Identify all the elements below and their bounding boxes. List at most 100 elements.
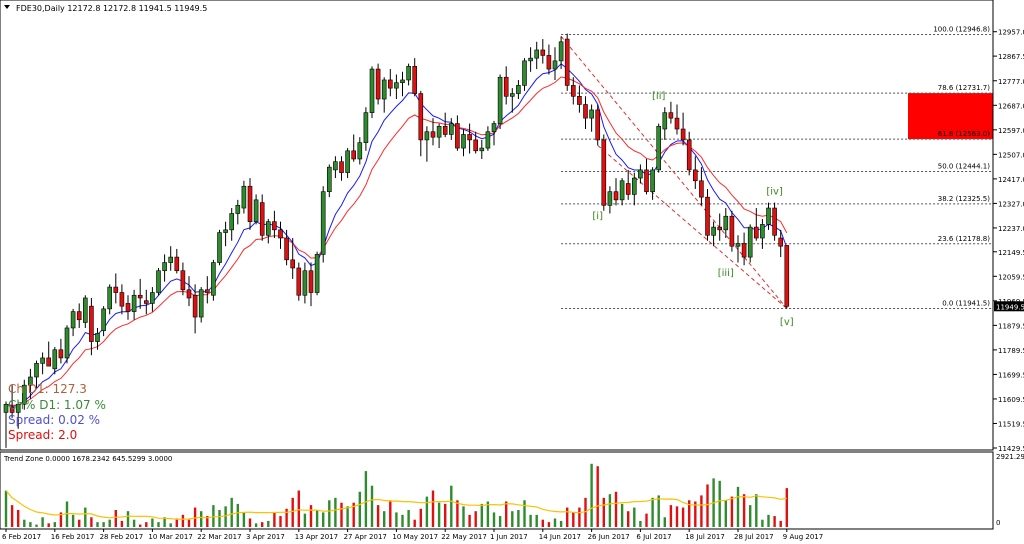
volume-bar <box>65 501 69 527</box>
volume-average-line <box>5 490 787 520</box>
wave-label: [i] <box>592 211 603 222</box>
time-axis-tick-label: 27 Apr 2017 <box>344 533 387 541</box>
last-price-marker <box>994 301 1024 312</box>
candle-body <box>509 93 515 97</box>
volume-pane[interactable]: 2921.29 0 Trend Zone 0.0000 1678.2342 645… <box>0 451 1024 530</box>
candle-body <box>76 311 82 321</box>
candle-body <box>351 150 357 160</box>
volume-bar <box>163 517 166 527</box>
time-axis-tick-label: 18 Jul 2017 <box>685 533 725 541</box>
volume-bar <box>334 497 337 527</box>
volume-bar <box>212 505 215 527</box>
candle-body <box>461 134 466 149</box>
volume-bar <box>383 511 386 527</box>
candle-body <box>589 109 594 119</box>
symbol-header: FDE30,Daily 12172.8 12172.8 11941.5 1194… <box>16 4 207 13</box>
candle-body <box>302 270 308 296</box>
time-axis-tick-label: 28 Jul 2017 <box>734 533 774 541</box>
volume-bar <box>474 511 477 527</box>
volume-bar <box>309 505 313 527</box>
trend-guide-upper <box>560 36 788 309</box>
candle-body <box>607 191 613 206</box>
candle-body <box>333 161 338 171</box>
time-axis-tick-label: 3 Apr 2017 <box>246 533 285 541</box>
wave-label: [v] <box>780 317 794 328</box>
candle-body <box>540 49 546 56</box>
candle-body <box>741 243 747 258</box>
volume-axis-label: 0 <box>996 519 1000 527</box>
candle-body <box>70 311 76 329</box>
candle-body <box>583 104 588 119</box>
price-axis-tick-label: 12867.5 <box>998 53 1024 61</box>
volume-bar <box>102 522 105 527</box>
candle-body <box>15 403 21 413</box>
candle-body <box>296 267 302 296</box>
candle-body <box>125 303 131 312</box>
candle-body <box>424 131 430 141</box>
volume-bar <box>10 505 14 527</box>
volume-bar <box>315 509 319 527</box>
candle-body <box>40 357 45 364</box>
candle-body <box>528 57 533 62</box>
candle-body <box>211 262 216 296</box>
time-axis-tick-label: 26 Jun 2017 <box>588 533 630 541</box>
volume-bar <box>132 519 136 527</box>
candle-body <box>680 128 686 141</box>
candle-body <box>442 125 448 135</box>
candle-body <box>558 41 564 62</box>
price-axis-tick-label: 11429.5 <box>998 445 1024 453</box>
candle-body <box>650 169 655 192</box>
candle-body <box>265 221 271 236</box>
candle-body <box>58 349 64 359</box>
candle-body <box>577 96 582 105</box>
volume-bar <box>346 506 349 527</box>
candle-body <box>205 289 210 293</box>
volume-bar <box>291 497 294 527</box>
volume-bar <box>590 463 593 527</box>
volume-bar <box>694 501 697 527</box>
volume-bar <box>120 520 124 527</box>
volume-bar <box>401 514 404 527</box>
candle-body <box>369 68 375 113</box>
candle-body <box>95 333 100 342</box>
volume-bar <box>602 497 605 527</box>
volume-bar <box>358 491 361 527</box>
time-axis-tick-label: 6 Feb 2017 <box>2 533 41 541</box>
volume-bar <box>303 513 307 527</box>
volume-bar <box>614 491 618 527</box>
header-dropdown-icon[interactable] <box>4 5 10 9</box>
candle-body <box>83 297 88 323</box>
candle-body <box>339 161 344 173</box>
volume-bar <box>139 524 142 527</box>
last-price-label: 11949.5 <box>996 303 1024 311</box>
time-axis-tick-label: 14 Jun 2017 <box>539 533 581 541</box>
volume-bar <box>444 503 447 527</box>
volume-bar <box>529 514 532 527</box>
candle-body <box>9 406 15 413</box>
volume-bar <box>96 522 99 527</box>
fibonacci-level-label: 100.0 (12946.8) <box>933 25 990 33</box>
volume-bar <box>407 509 410 527</box>
volume-bar <box>206 516 209 527</box>
fibonacci-level-label: 38.2 (12325.5) <box>938 195 990 203</box>
candle-body <box>479 147 485 152</box>
volume-bar <box>47 523 50 527</box>
volume-bar <box>620 503 624 527</box>
candle-body <box>150 292 155 304</box>
candle-body <box>729 215 735 247</box>
price-axis-tick-label: 12237.0 <box>998 225 1024 233</box>
candle-body <box>314 254 320 293</box>
volume-bar <box>84 507 87 527</box>
fibonacci-level-label: 61.8 (12563.0) <box>938 130 990 138</box>
volume-bar <box>431 490 435 527</box>
volume-bar <box>651 497 654 527</box>
time-axis-tick-label: 13 Apr 2017 <box>295 533 338 541</box>
candle-body <box>235 205 241 214</box>
candle-body <box>381 79 387 100</box>
volume-bar <box>730 496 734 527</box>
time-axis-tick-label: 16 Feb 2017 <box>51 533 95 541</box>
main-pane[interactable]: 100.0 (12946.8) 78.6 (12731.7) 61.8 (12563… <box>0 0 1024 453</box>
volume-bar <box>535 514 538 527</box>
volume-bar <box>553 518 557 527</box>
